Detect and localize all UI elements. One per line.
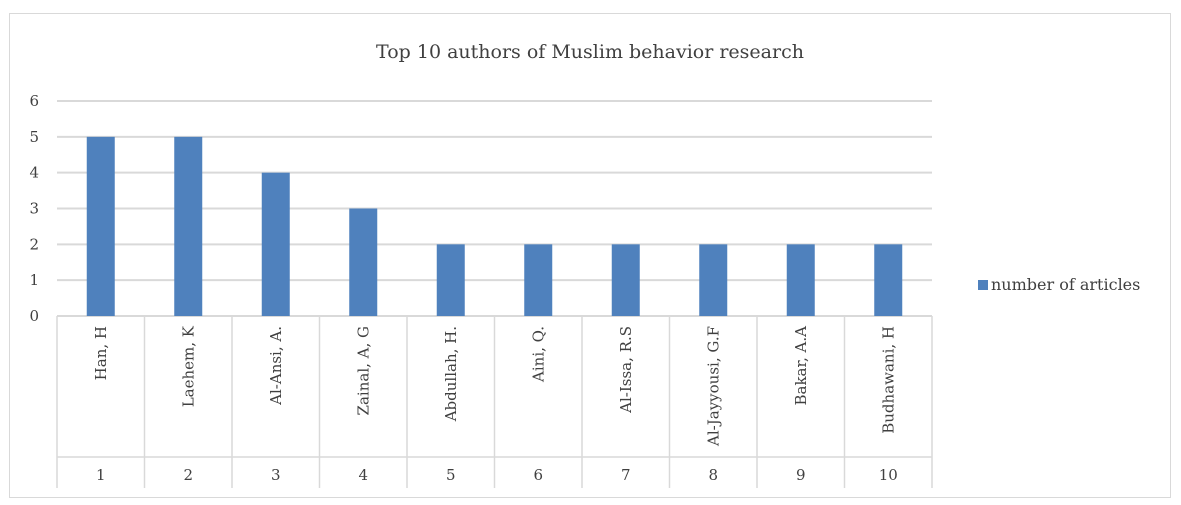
x-category-label: Al-Issa, R.S — [617, 326, 635, 414]
x-category-label: Zainal, A, G — [354, 326, 372, 415]
y-tick-label: 4 — [29, 164, 39, 182]
bars — [86, 136, 903, 316]
x-category-number: 6 — [533, 466, 543, 484]
chart-title: Top 10 authors of Muslim behavior resear… — [376, 41, 804, 63]
y-tick-label: 0 — [29, 307, 39, 325]
bar — [349, 208, 378, 316]
bar — [524, 244, 553, 316]
bar — [174, 136, 203, 316]
bar — [874, 244, 903, 316]
y-tick-label: 6 — [29, 92, 39, 110]
x-category-label: Al-Jayyousi, G.F — [704, 326, 722, 447]
x-category-label: Budhawani, H — [879, 326, 897, 434]
gridlines — [57, 100, 932, 317]
legend-label: number of articles — [991, 275, 1140, 294]
x-category-number: 9 — [796, 466, 806, 484]
x-category-number: 1 — [96, 466, 106, 484]
bar — [86, 136, 115, 316]
x-category-label: Al-Ansi, A. — [267, 326, 285, 406]
y-tick-label: 1 — [29, 271, 39, 289]
x-category-label: Abdullah, H. — [442, 326, 460, 422]
x-category-label: Laehem, K — [179, 325, 197, 407]
y-tick-label: 3 — [29, 200, 39, 218]
x-category-number: 3 — [271, 466, 281, 484]
bar — [699, 244, 728, 316]
x-category-number: 7 — [621, 466, 631, 484]
x-category-number: 4 — [358, 466, 368, 484]
x-category-label: Aini, Q. — [529, 326, 547, 383]
bar — [786, 244, 815, 316]
x-category-number: 8 — [708, 466, 718, 484]
y-tick-label: 5 — [29, 128, 39, 146]
x-category-number: 10 — [879, 466, 898, 484]
x-category-number: 2 — [183, 466, 193, 484]
y-tick-label: 2 — [29, 235, 39, 253]
chart-frame — [9, 13, 1171, 498]
legend: number of articles — [978, 275, 1140, 294]
legend-swatch — [978, 280, 988, 290]
x-category-number: 5 — [446, 466, 456, 484]
x-axis-categories: Han, H 1 Laehem, K 2 Al-Ansi, A. 3 Zainal, A, … — [56, 316, 933, 488]
bar — [436, 244, 465, 316]
bar — [261, 172, 290, 316]
bar — [611, 244, 640, 316]
y-axis-ticks: 0 1 2 3 4 5 6 — [29, 92, 39, 325]
x-category-label: Han, H — [92, 326, 110, 380]
x-category-label: Bakar, A.A — [792, 326, 810, 406]
